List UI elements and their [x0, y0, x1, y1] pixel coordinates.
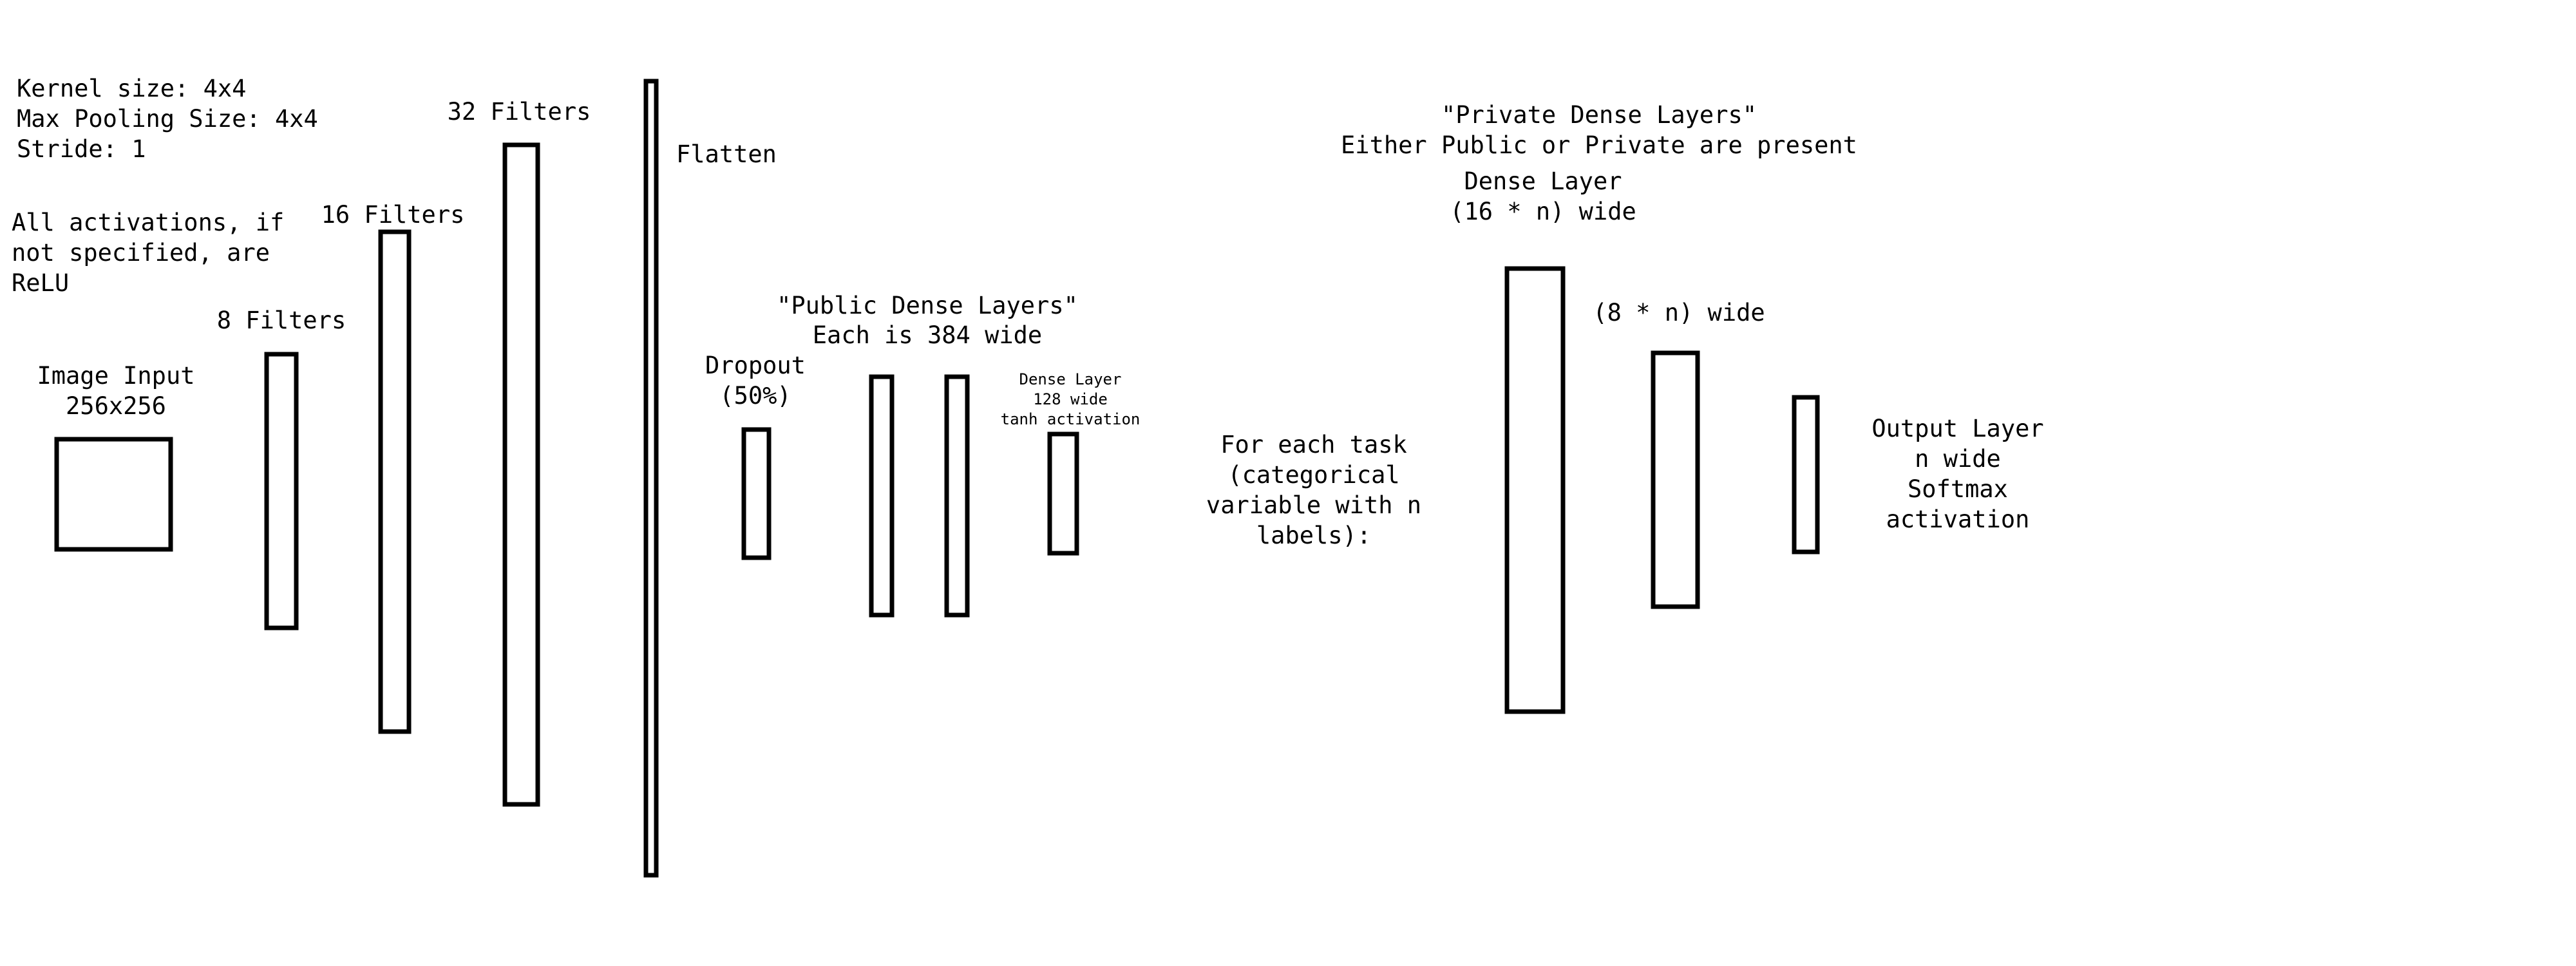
conv-layer-16-label: 16 Filters: [321, 201, 465, 229]
public-dense-box-1: [869, 374, 895, 618]
output-layer-activation-line1: Softmax: [1908, 475, 2008, 503]
dropout-rate: (50%): [719, 382, 791, 410]
task-note: For each task (categorical variable with…: [1206, 431, 1421, 549]
task-note-line2: (categorical: [1227, 461, 1399, 489]
image-input-size: 256x256: [66, 392, 166, 420]
dropout-box: [741, 427, 772, 560]
tanh-dense-box: [1047, 431, 1079, 556]
private-dense-layers: "Private Dense Layers" Either Public or …: [1341, 101, 1857, 714]
flatten-layer: Flatten: [643, 79, 777, 878]
output-layer-title: Output Layer: [1871, 415, 2043, 442]
output-layer-width: n wide: [1915, 445, 2001, 473]
task-note-line3: variable with n: [1206, 491, 1421, 519]
public-dense-box-2: [944, 374, 970, 618]
pooling-size-note: Max Pooling Size: 4x4: [17, 105, 318, 133]
flatten-label: Flatten: [676, 140, 777, 168]
tanh-dense-activation: tanh activation: [1001, 410, 1141, 428]
private-dense-layer1-title: Dense Layer: [1464, 167, 1622, 195]
public-dense-subtitle: Each is 384 wide: [813, 321, 1042, 349]
output-layer: Output Layer n wide Softmax activation: [1792, 395, 2044, 554]
conv-layer-16: 16 Filters: [321, 201, 465, 734]
conv-layer-32-label: 32 Filters: [448, 98, 591, 126]
stride-note: Stride: 1: [17, 135, 146, 163]
activations-note-line1: All activations, if: [12, 209, 284, 236]
conv-layer-32-box: [502, 142, 540, 807]
dropout-layer: Dropout (50%): [705, 352, 806, 560]
output-layer-box: [1792, 395, 1820, 554]
activations-note-line2: not specified, are: [12, 239, 270, 267]
conv-layer-32: 32 Filters: [448, 98, 591, 807]
conv-layer-8-label: 8 Filters: [217, 307, 346, 334]
conv-layer-8: 8 Filters: [217, 307, 346, 630]
activations-note-line3: ReLU: [12, 269, 69, 297]
task-note-line1: For each task: [1220, 431, 1407, 459]
task-note-line4: labels):: [1256, 522, 1371, 549]
image-input-box: [54, 437, 173, 552]
conv-layer-16-box: [378, 229, 412, 734]
image-input-block: Image Input 256x256: [37, 362, 195, 552]
private-dense-box-2: [1651, 350, 1700, 609]
kernel-size-note: Kernel size: 4x4: [17, 75, 246, 102]
tanh-dense-title: Dense Layer: [1019, 370, 1122, 388]
dropout-label: Dropout: [705, 352, 806, 379]
tanh-dense-layer: Dense Layer 128 wide tanh activation: [1001, 370, 1141, 556]
flatten-layer-box: [643, 79, 659, 878]
tanh-dense-width: 128 wide: [1033, 390, 1108, 408]
private-dense-layer1-width: (16 * n) wide: [1450, 198, 1636, 225]
notes-block: Kernel size: 4x4 Max Pooling Size: 4x4 S…: [12, 75, 318, 297]
image-input-label: Image Input: [37, 362, 194, 390]
public-dense-title: "Public Dense Layers": [777, 292, 1078, 319]
private-dense-subtitle: Either Public or Private are present: [1341, 131, 1857, 159]
private-dense-layer2-width: (8 * n) wide: [1593, 299, 1765, 327]
output-layer-activation-line2: activation: [1886, 506, 2030, 533]
private-dense-box-1: [1504, 266, 1566, 714]
conv-layer-8-box: [264, 352, 299, 630]
public-dense-layers: "Public Dense Layers" Each is 384 wide: [777, 292, 1078, 618]
private-dense-title: "Private Dense Layers": [1441, 101, 1757, 129]
